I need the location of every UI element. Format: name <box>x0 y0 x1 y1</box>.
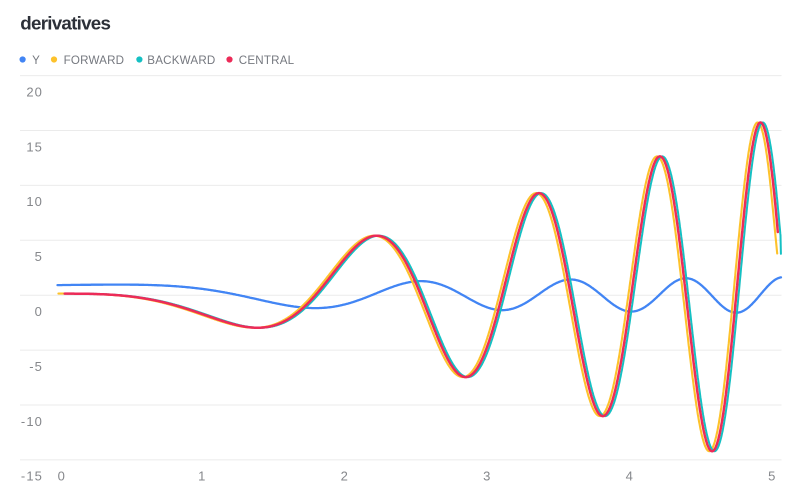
svg-text:FORWARD: FORWARD <box>64 54 125 67</box>
svg-text:CENTRAL: CENTRAL <box>239 54 295 67</box>
svg-text:2: 2 <box>341 468 348 483</box>
svg-text:0: 0 <box>58 468 65 483</box>
svg-text:Y: Y <box>32 54 40 67</box>
svg-text:1: 1 <box>198 468 205 483</box>
svg-text:10: 10 <box>26 194 43 209</box>
svg-text:derivatives: derivatives <box>20 13 110 34</box>
svg-text:-10: -10 <box>21 414 43 429</box>
svg-text:-5: -5 <box>29 359 43 374</box>
svg-text:0: 0 <box>35 304 43 319</box>
svg-text:BACKWARD: BACKWARD <box>147 54 215 67</box>
svg-text:5: 5 <box>35 249 43 264</box>
svg-text:5: 5 <box>768 468 775 483</box>
svg-text:-15: -15 <box>21 469 43 484</box>
svg-text:15: 15 <box>26 139 43 154</box>
svg-text:3: 3 <box>483 468 490 483</box>
svg-text:4: 4 <box>626 468 633 483</box>
svg-text:20: 20 <box>26 84 43 99</box>
